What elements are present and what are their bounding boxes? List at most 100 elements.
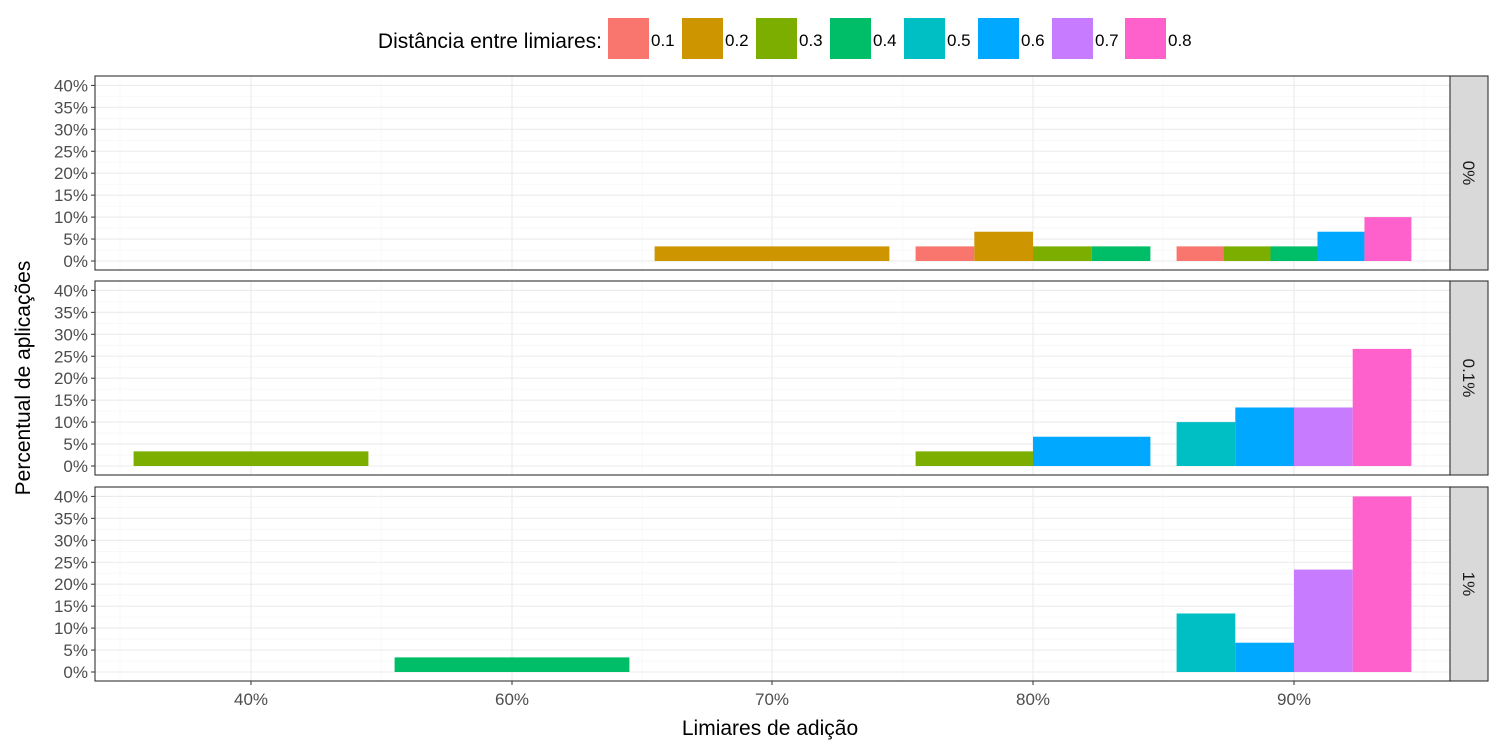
gridlines [95, 487, 1450, 681]
bar-80%-dist-0.3 [915, 451, 1033, 466]
y-tick-label: 35% [54, 509, 88, 528]
x-tick-label: 90% [1277, 690, 1311, 709]
facet-strip: 0.1% [1449, 280, 1489, 476]
legend-item-0.5: 0.5 [904, 18, 971, 59]
bar-80%-dist-0.4 [1091, 246, 1151, 261]
y-tick-label: 10% [54, 208, 88, 227]
legend-item-0.6: 0.6 [978, 18, 1045, 59]
y-tick-label: 0% [63, 663, 88, 682]
facet-panel-0%: 0% 5% 10% 15% 20% 25% 30% 35% 40% 0% [54, 75, 1489, 271]
legend-item-0.3: 0.3 [756, 18, 823, 59]
y-tick-label: 20% [54, 575, 88, 594]
legend-label: 0.5 [947, 31, 971, 50]
bar-90%-dist-0.5 [1176, 613, 1236, 672]
bar-80%-dist-0.6 [1033, 436, 1151, 466]
legend-item-0.7: 0.7 [1052, 18, 1119, 59]
legend-label: 0.6 [1021, 31, 1045, 50]
facet-panel-1%: 0% 5% 10% 15% 20% 25% 30% 35% 40% 1% [54, 486, 1489, 682]
y-tick-label: 40% [54, 281, 88, 300]
legend-swatch [904, 18, 945, 59]
gridlines [95, 76, 1450, 270]
legend-label: 0.2 [725, 31, 749, 50]
facet-strip: 0% [1449, 75, 1489, 271]
y-axis-ticks: 0% 5% 10% 15% 20% 25% 30% 35% 40% [54, 487, 95, 682]
bar-90%-dist-0.8 [1352, 496, 1412, 672]
bar-70%-dist-0.2 [654, 246, 890, 261]
x-tick-label: 40% [234, 690, 268, 709]
y-tick-label: 20% [54, 369, 88, 388]
y-tick-label: 5% [63, 641, 88, 660]
y-axis-ticks: 0% 5% 10% 15% 20% 25% 30% 35% 40% [54, 76, 95, 271]
legend-label: 0.3 [799, 31, 823, 50]
bar-90%-dist-0.6 [1317, 231, 1365, 261]
legend-title: Distância entre limiares: [378, 30, 602, 53]
y-tick-label: 20% [54, 164, 88, 183]
bars [394, 496, 1412, 672]
y-tick-label: 40% [54, 487, 88, 506]
y-axis-ticks: 0% 5% 10% 15% 20% 25% 30% 35% 40% [54, 281, 95, 476]
x-axis-label: Limiares de adição [682, 717, 858, 740]
bar-90%-dist-0.6 [1235, 407, 1294, 466]
y-tick-label: 0% [63, 457, 88, 476]
legend-label: 0.4 [873, 31, 897, 50]
legend-swatch [830, 18, 871, 59]
legend-item-0.8: 0.8 [1125, 18, 1192, 59]
y-tick-label: 25% [54, 553, 88, 572]
y-tick-label: 25% [54, 142, 88, 161]
legend-swatch [978, 18, 1019, 59]
x-axis: 40% 60% 70% 80% 90% [234, 681, 1311, 709]
legend-item-0.1: 0.1 [608, 18, 675, 59]
bar-90%-dist-0.8 [1364, 217, 1412, 261]
x-tick-label: 60% [495, 690, 529, 709]
bar-80%-dist-0.3 [1033, 246, 1092, 261]
bar-90%-dist-0.3 [1223, 246, 1271, 261]
facet-strip-label: 0% [1459, 161, 1478, 186]
y-tick-label: 5% [63, 435, 88, 454]
y-tick-label: 30% [54, 531, 88, 550]
bar-90%-dist-0.8 [1352, 348, 1412, 466]
bar-90%-dist-0.7 [1294, 407, 1353, 466]
y-tick-label: 40% [54, 76, 88, 95]
bar-80%-dist-0.2 [974, 231, 1033, 261]
legend-swatch [1052, 18, 1093, 59]
facet-strip-label: 1% [1459, 572, 1478, 597]
y-tick-label: 30% [54, 325, 88, 344]
facet-strip: 1% [1449, 486, 1489, 682]
legend-label: 0.7 [1095, 31, 1119, 50]
bar-90%-dist-0.1 [1176, 246, 1224, 261]
facet-panels: 0% 5% 10% 15% 20% 25% 30% 35% 40% 0% 0% 5% 10% 15% 20%… [54, 75, 1489, 682]
bar-90%-dist-0.4 [1270, 246, 1318, 261]
y-tick-label: 10% [54, 619, 88, 638]
legend-item-0.2: 0.2 [682, 18, 749, 59]
facet-strip-label: 0.1% [1459, 359, 1478, 398]
y-tick-label: 5% [63, 230, 88, 249]
facet-panel-0.1%: 0% 5% 10% 15% 20% 25% 30% 35% 40% 0.1% [54, 280, 1489, 476]
bar-40%-dist-0.3 [133, 451, 369, 466]
legend: Distância entre limiares: 0.1 0.2 0.3 0.4 0.… [378, 18, 1192, 59]
legend-swatch [682, 18, 723, 59]
legend-label: 0.8 [1168, 31, 1192, 50]
bar-90%-dist-0.6 [1235, 642, 1294, 672]
legend-swatch [1125, 18, 1166, 59]
bar-90%-dist-0.7 [1294, 569, 1353, 672]
bars [654, 217, 1412, 261]
bar-80%-dist-0.1 [915, 246, 975, 261]
legend-label: 0.1 [651, 31, 675, 50]
x-tick-label: 80% [1016, 690, 1050, 709]
y-tick-label: 15% [54, 391, 88, 410]
y-tick-label: 35% [54, 98, 88, 117]
legend-item-0.4: 0.4 [830, 18, 897, 59]
legend-swatch [608, 18, 649, 59]
bars [133, 348, 1412, 466]
bar-90%-dist-0.5 [1176, 422, 1236, 466]
y-tick-label: 10% [54, 413, 88, 432]
legend-swatch [756, 18, 797, 59]
x-tick-label: 70% [755, 690, 789, 709]
y-tick-label: 35% [54, 303, 88, 322]
y-tick-label: 15% [54, 186, 88, 205]
y-axis-label: Percentual de aplicações [12, 261, 35, 496]
y-tick-label: 15% [54, 597, 88, 616]
y-tick-label: 30% [54, 120, 88, 139]
bar-60%-dist-0.4 [394, 657, 630, 672]
